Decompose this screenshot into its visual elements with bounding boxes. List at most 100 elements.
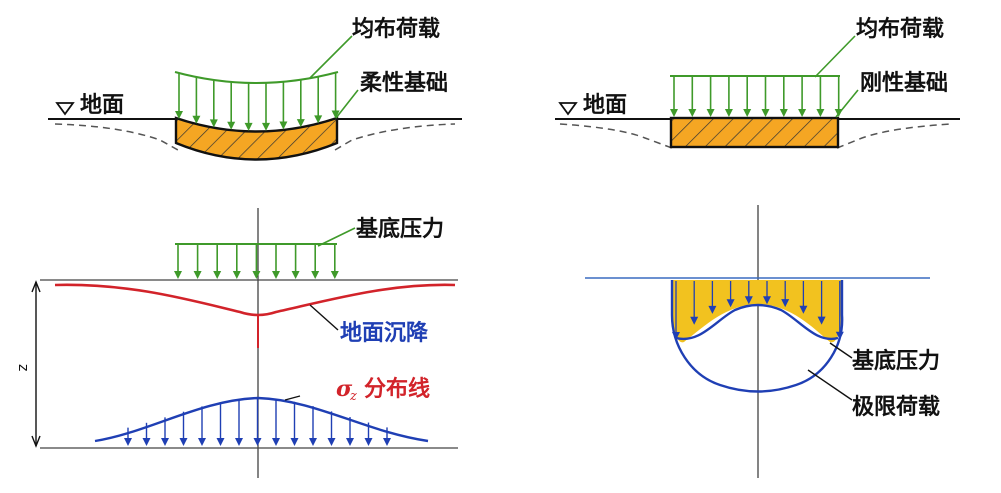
load-arrows — [670, 76, 843, 117]
flexible-foundation-block — [174, 116, 339, 161]
leader-line — [309, 304, 339, 331]
pressure-arrow-head — [232, 271, 241, 279]
load-arrow-head — [724, 109, 733, 117]
dimension-arrow-icon — [31, 435, 41, 448]
base-pressure-label: 基底压力 — [852, 348, 940, 374]
load-arrow-head — [670, 109, 678, 117]
pressure-arrow-head — [744, 296, 753, 305]
ultimate-load-label: 极限荷载 — [852, 394, 940, 420]
stress-arrow-head — [309, 438, 317, 446]
leader-line — [835, 89, 859, 118]
load-arrow-head — [779, 109, 788, 117]
panel-settlement-stress: z 基底压力 地面沉降 σ z 分布线 — [15, 208, 458, 478]
leader-line — [829, 342, 853, 359]
load-arrow-head — [688, 109, 697, 117]
pressure-arrow-head — [763, 296, 771, 305]
ground-level-icon — [55, 102, 75, 116]
load-arrow-head — [227, 121, 236, 130]
settlement-dashed-line — [559, 123, 673, 149]
load-arrow-head — [798, 109, 807, 117]
load-arrow-head — [761, 109, 770, 117]
stress-arrow-head — [364, 438, 373, 446]
pressure-arrow-head — [272, 271, 280, 279]
pressure-arrow-head — [291, 271, 300, 279]
stress-arrow-head — [253, 438, 262, 446]
base-pressure-region — [672, 280, 842, 343]
load-arrow-head — [244, 122, 253, 131]
sigma-symbol: σ — [336, 376, 353, 402]
base-pressure-label: 基底压力 — [356, 216, 444, 242]
stress-arrow-head — [161, 438, 169, 446]
load-arrow-head — [279, 121, 288, 130]
pressure-arrow-head — [213, 271, 222, 279]
load-arrow-head — [192, 115, 201, 124]
rigid-foundation-block — [669, 116, 840, 149]
leader-line — [317, 227, 356, 247]
pressure-arrow-head — [799, 305, 808, 314]
flexible-foundation-label: 柔性基础 — [360, 71, 448, 96]
stress-distribution-label: 分布线 — [364, 376, 430, 402]
depth-z-label: z — [15, 364, 31, 371]
leader-line — [335, 89, 359, 119]
settlement-dashed-line — [54, 123, 179, 151]
leader-line — [284, 395, 301, 401]
pressure-arrow-head — [193, 271, 202, 279]
panel-rigid-foundation: 地面 均布荷载 刚性基础 — [555, 16, 960, 149]
pressure-arrow-head — [726, 299, 735, 308]
load-arrow-head — [314, 115, 323, 124]
pressure-arrow-head — [817, 316, 826, 325]
ground-settlement-curve — [54, 283, 456, 317]
load-arrow-head — [175, 110, 183, 119]
load-arrows — [175, 72, 340, 131]
stress-arrow-head — [272, 438, 280, 446]
stress-arrow-head — [179, 438, 188, 446]
stress-arrows — [124, 398, 391, 446]
dimension-arrow-icon — [31, 280, 41, 293]
load-arrows — [174, 244, 339, 279]
load-arrow-head — [706, 109, 715, 117]
pressure-arrow-head — [330, 271, 339, 279]
settlement-dashed-line — [334, 123, 456, 151]
load-arrow-head — [296, 119, 305, 128]
stress-arrow-head — [327, 438, 336, 446]
stress-distribution-curve — [94, 396, 429, 443]
rigid-foundation-label: 刚性基础 — [860, 71, 948, 96]
pressure-arrow-head — [835, 331, 844, 340]
settlement-dashed-line — [836, 123, 951, 149]
panel-ultimate-load: 基底压力 极限荷载 — [585, 205, 940, 478]
load-arrow-head — [743, 109, 752, 117]
stress-arrow-head — [235, 438, 243, 446]
load-arrow-head — [331, 110, 340, 119]
ground-label: 地面 — [583, 93, 627, 118]
load-arrow-head — [816, 109, 825, 117]
stress-arrow-head — [142, 438, 151, 446]
ground-label: 地面 — [80, 93, 124, 118]
pressure-arrows — [672, 281, 844, 340]
pressure-arrow-head — [672, 332, 680, 340]
ultimate-load-curve — [670, 280, 844, 393]
stress-arrow-head — [198, 438, 206, 446]
leader-line — [807, 369, 853, 401]
ground-level-icon — [558, 102, 578, 116]
sigma-subscript: z — [349, 389, 357, 404]
load-arrow-head — [262, 122, 270, 131]
stress-arrow-head — [290, 438, 299, 446]
uniform-load-label: 均布荷载 — [856, 16, 944, 42]
pressure-arrow-head — [781, 299, 790, 308]
pressure-arrow-head — [708, 305, 717, 314]
panel-flexible-foundation: 地面 均布荷载 柔性基础 — [48, 16, 462, 161]
stress-arrow-head — [124, 438, 132, 446]
pressure-arrow-head — [690, 316, 699, 325]
stress-arrow-head — [346, 438, 354, 446]
load-arrow-head — [209, 119, 218, 128]
stress-arrow-head — [383, 438, 391, 446]
stress-arrow-head — [216, 438, 225, 446]
pressure-arrow-head — [311, 271, 320, 279]
load-top-line — [174, 71, 339, 84]
ground-settlement-label: 地面沉降 — [340, 321, 429, 346]
pressure-arrow-head — [174, 271, 182, 279]
base-pressure-curve — [675, 303, 839, 341]
leader-line — [309, 35, 353, 79]
pressure-arrow-head — [252, 271, 261, 279]
